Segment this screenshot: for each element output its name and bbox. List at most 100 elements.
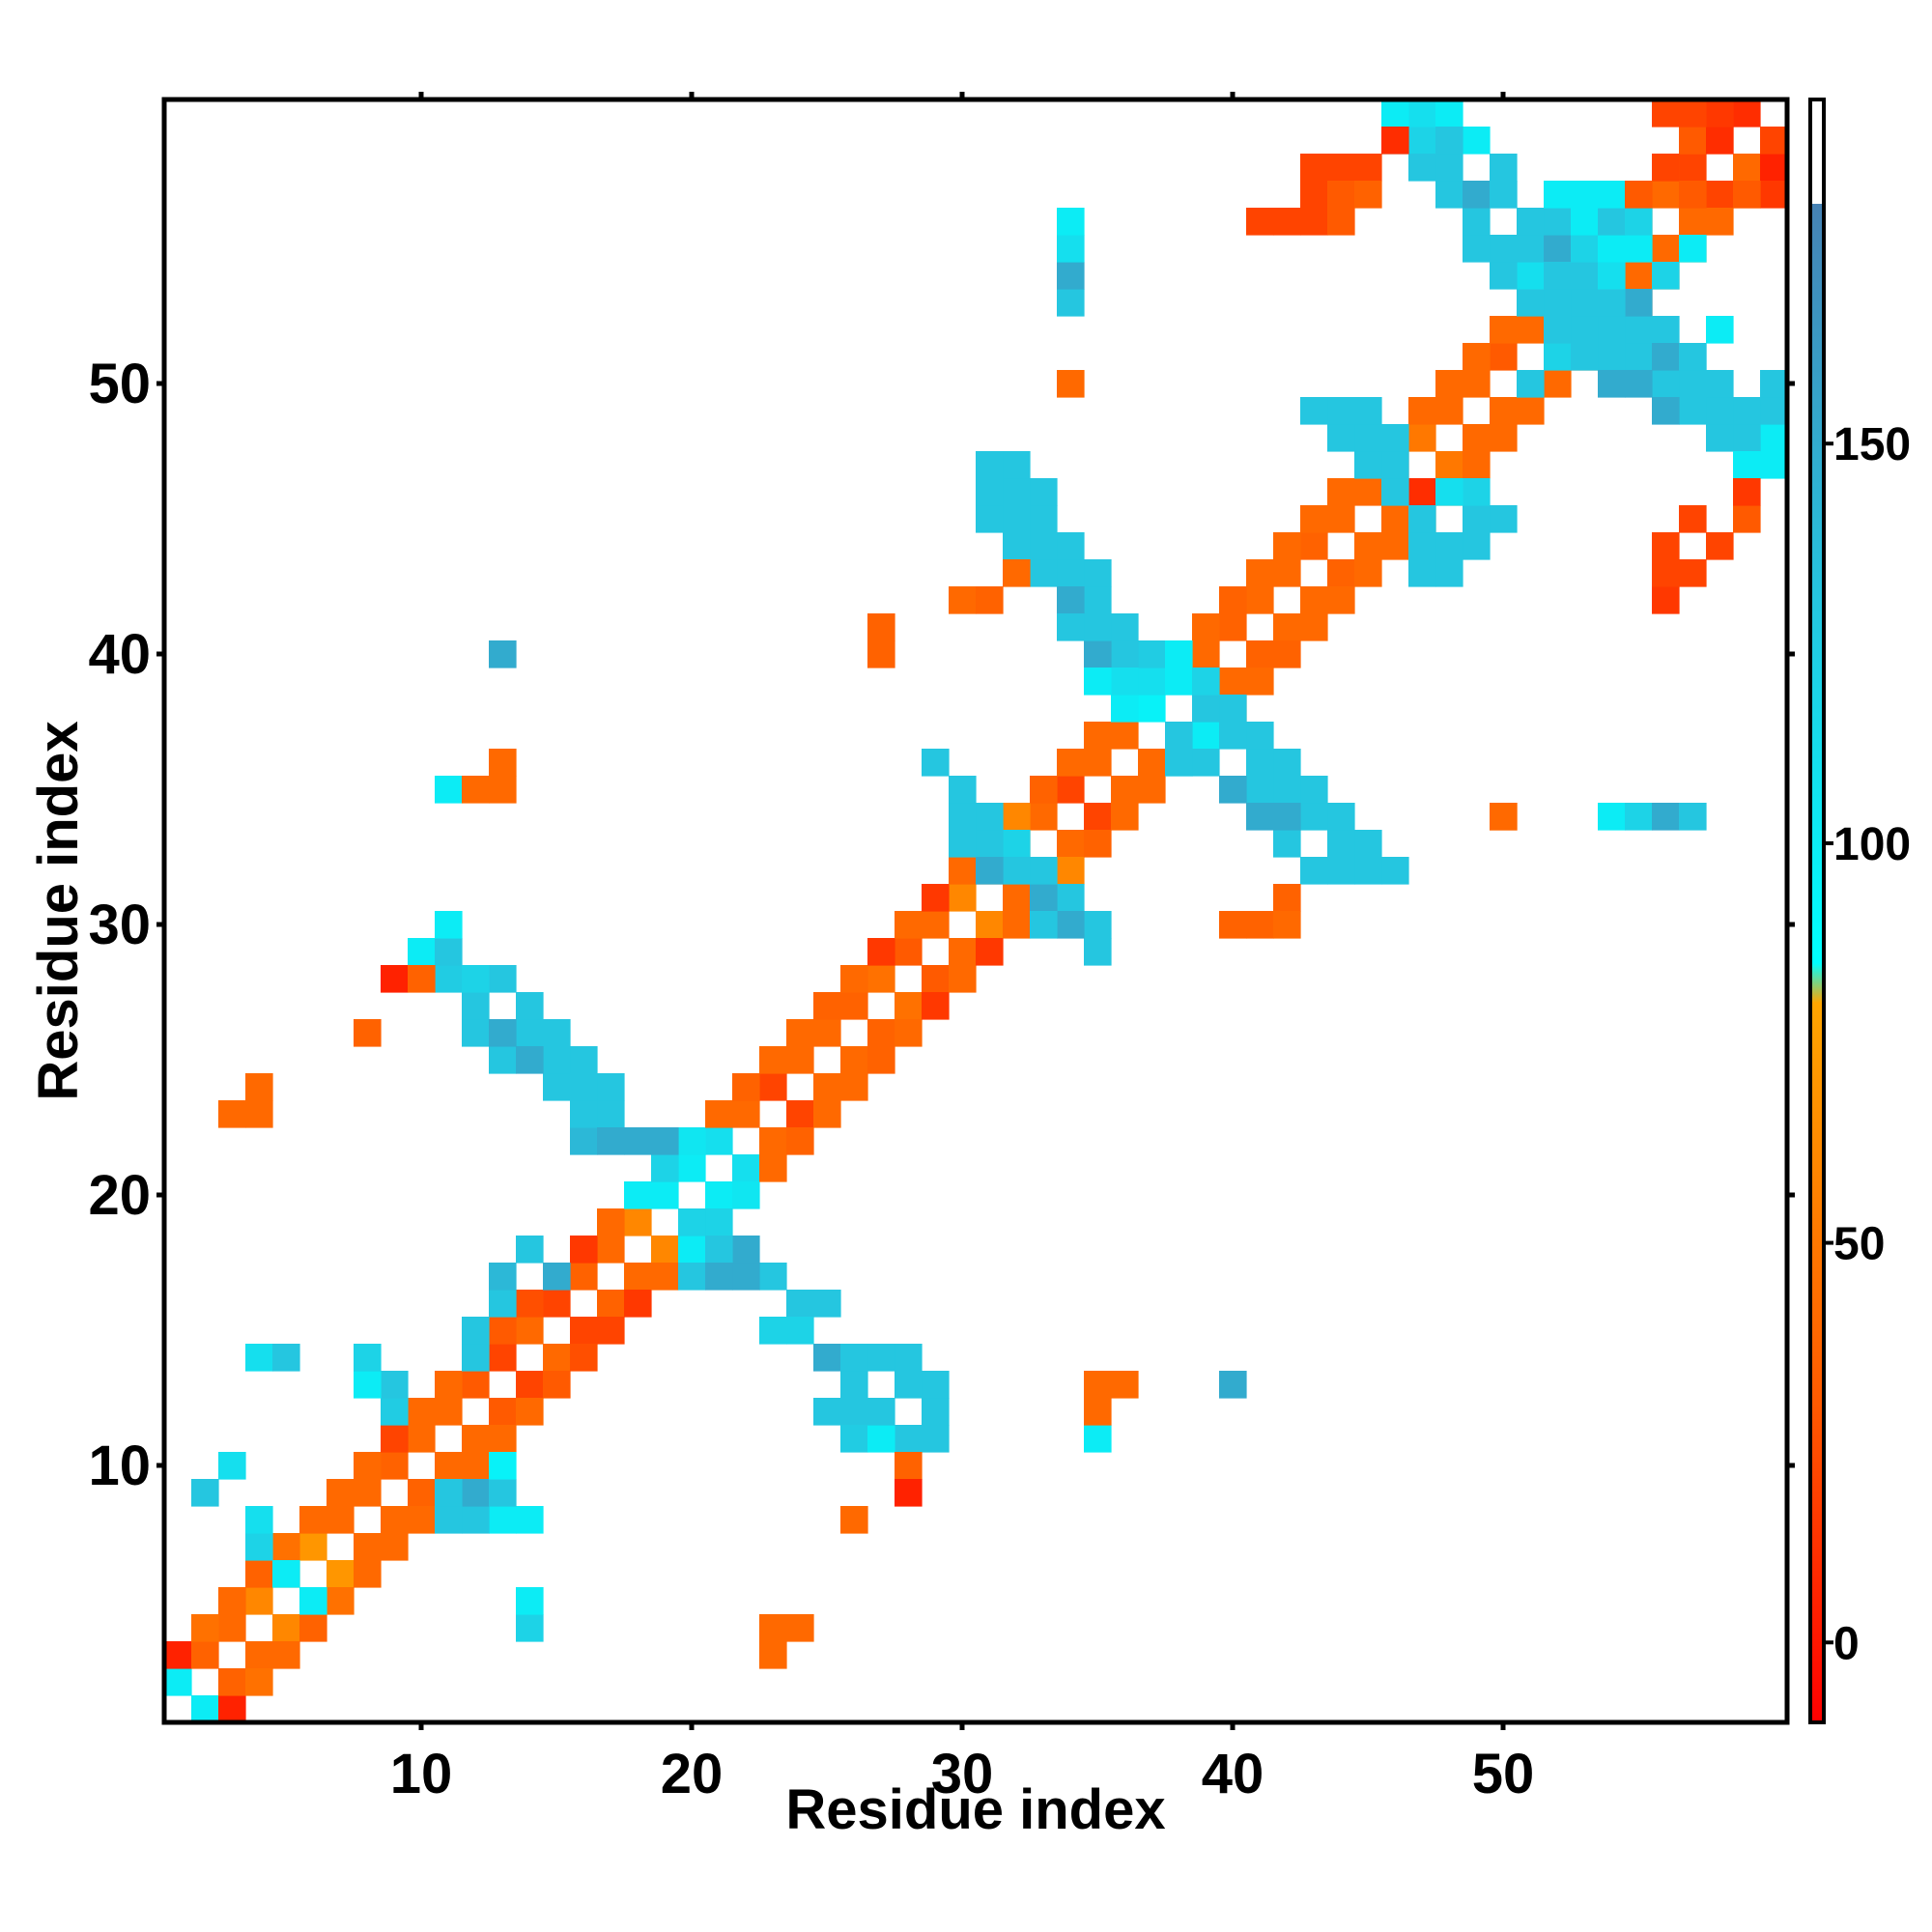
heatmap-cell <box>1300 397 1328 425</box>
heatmap-cell <box>1706 397 1734 425</box>
heatmap-cell <box>867 1046 895 1074</box>
heatmap-cell <box>1246 749 1274 777</box>
heatmap-cell <box>1246 559 1274 587</box>
heatmap-cell <box>1300 776 1328 804</box>
heatmap-cell <box>1057 532 1085 560</box>
heatmap-cell <box>1084 938 1112 966</box>
heatmap-cell <box>1463 370 1491 398</box>
heatmap-cell <box>732 1073 760 1101</box>
heatmap-cell <box>1354 154 1382 182</box>
heatmap-cell <box>191 1614 219 1642</box>
y-tick-label: 40 <box>88 623 151 686</box>
heatmap-cell <box>1192 613 1220 641</box>
heatmap-cell <box>1381 478 1409 506</box>
heatmap-cell <box>1084 613 1112 641</box>
heatmap-cell <box>1408 478 1436 506</box>
heatmap-cells <box>164 99 1788 1723</box>
heatmap-cell <box>1138 668 1166 696</box>
heatmap-cell <box>1057 911 1085 939</box>
heatmap-cell <box>1381 505 1409 533</box>
heatmap-cell <box>1679 559 1707 587</box>
heatmap-cell <box>435 938 463 966</box>
heatmap-cell <box>570 1100 598 1128</box>
heatmap-cell <box>1003 911 1031 939</box>
heatmap-cell <box>732 1181 760 1209</box>
heatmap-cell <box>1760 451 1788 479</box>
heatmap-cell <box>1192 722 1220 750</box>
heatmap-cell <box>1381 532 1409 560</box>
heatmap-cell <box>1571 289 1599 317</box>
heatmap-cell <box>976 857 1004 885</box>
heatmap-cell <box>597 1236 625 1264</box>
heatmap-cell <box>1138 640 1166 668</box>
heatmap-cell <box>489 1019 517 1047</box>
heatmap-cell <box>299 1614 327 1642</box>
heatmap-cell <box>218 1668 246 1696</box>
heatmap-cell <box>1057 208 1085 236</box>
heatmap-cell <box>1652 235 1680 263</box>
heatmap-cell <box>218 1452 246 1480</box>
x-axis: 10 20 30 40 50 <box>390 92 1534 1805</box>
heatmap-cell <box>1760 154 1788 182</box>
heatmap-cell <box>1246 668 1274 696</box>
heatmap-cell <box>1517 370 1545 398</box>
heatmap-cell <box>1490 803 1518 831</box>
heatmap-cell <box>624 1181 652 1209</box>
heatmap-cell <box>1544 235 1572 263</box>
heatmap-cell <box>895 1019 923 1047</box>
heatmap-cell <box>1111 722 1139 750</box>
heatmap-cell <box>1571 316 1599 344</box>
heatmap-cell <box>1652 154 1680 182</box>
heatmap-cell <box>1490 316 1518 344</box>
heatmap-cell <box>705 1263 733 1291</box>
heatmap-cell <box>408 938 436 966</box>
heatmap-cell <box>651 1181 679 1209</box>
heatmap-cell <box>218 1100 246 1128</box>
heatmap-cell <box>1084 1398 1112 1426</box>
heatmap-cell <box>1300 613 1328 641</box>
heatmap-cell <box>1273 830 1301 858</box>
heatmap-cell <box>895 1452 923 1480</box>
heatmap-cell <box>1760 181 1788 209</box>
heatmap-cell <box>1300 505 1328 533</box>
heatmap-cell <box>1598 316 1626 344</box>
heatmap-cell <box>1652 532 1680 560</box>
heatmap-cell <box>1733 424 1761 452</box>
heatmap-cell <box>462 776 490 804</box>
y-tick-label: 30 <box>88 894 151 956</box>
heatmap-cell <box>435 776 463 804</box>
heatmap-cell <box>462 1371 490 1399</box>
heatmap-cell <box>705 1181 733 1209</box>
heatmap-cell <box>732 1263 760 1291</box>
heatmap-cell <box>164 1668 192 1696</box>
heatmap-cell <box>543 1073 571 1101</box>
heatmap-cell <box>705 1127 733 1155</box>
heatmap-cell <box>949 938 977 966</box>
x-tick-label: 20 <box>661 1743 724 1805</box>
heatmap-cell <box>922 965 950 993</box>
heatmap-cell <box>1057 262 1085 290</box>
heatmap-cell <box>867 1344 895 1372</box>
heatmap-cell <box>1544 370 1572 398</box>
heatmap-cell <box>867 1425 895 1453</box>
heatmap-cell <box>1490 154 1518 182</box>
heatmap-cell <box>516 1371 544 1399</box>
plot-frame <box>161 97 1790 1725</box>
heatmap-cell <box>1327 424 1355 452</box>
heatmap-cell <box>489 1046 517 1074</box>
heatmap-cell <box>1625 316 1653 344</box>
heatmap-cell <box>1625 181 1653 209</box>
heatmap-cell <box>1679 154 1707 182</box>
heatmap-cell <box>462 1425 490 1453</box>
heatmap-cell <box>1408 99 1436 128</box>
heatmap-cell <box>489 776 517 804</box>
heatmap-cell <box>976 586 1004 614</box>
heatmap-cell <box>272 1533 300 1561</box>
heatmap-cell <box>1057 235 1085 263</box>
heatmap-cell <box>1463 424 1491 452</box>
heatmap-cell <box>1490 262 1518 290</box>
heatmap-cell <box>272 1560 300 1588</box>
heatmap-cell <box>570 1127 598 1155</box>
heatmap-cell <box>1219 1371 1247 1399</box>
heatmap-cell <box>1571 181 1599 209</box>
